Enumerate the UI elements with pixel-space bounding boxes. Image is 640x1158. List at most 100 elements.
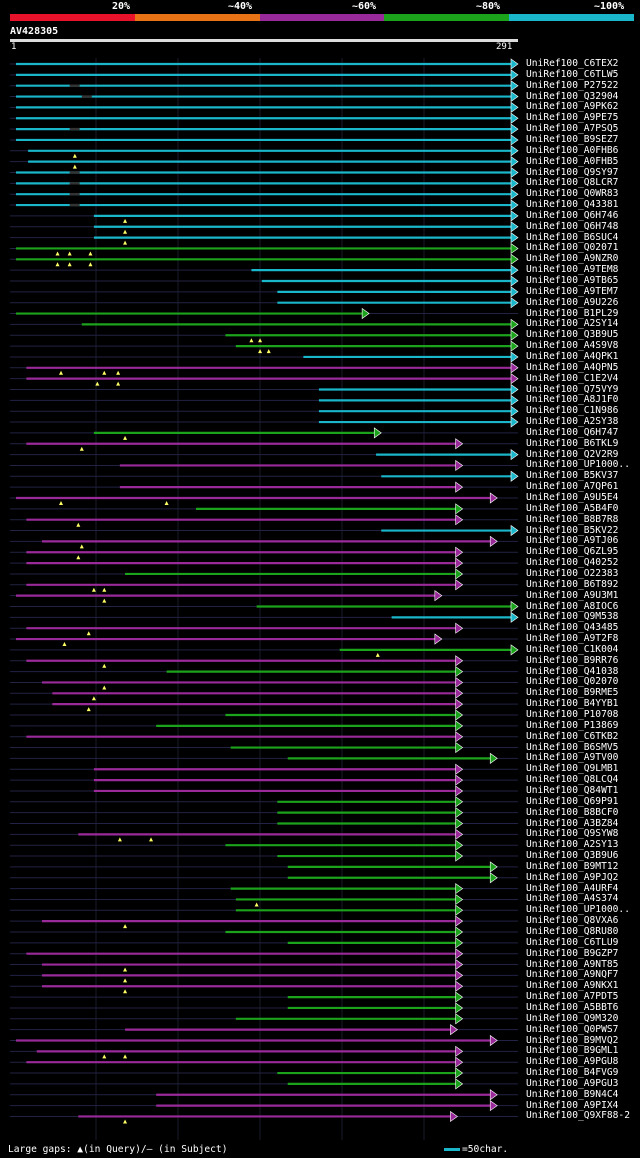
hit-label[interactable]: UniRef100_Q9M538 bbox=[526, 611, 619, 623]
hit-label[interactable]: UniRef100_A9NKX1 bbox=[526, 980, 619, 992]
hit-label[interactable]: UniRef100_Q6ZL95 bbox=[526, 546, 619, 558]
hit-label[interactable]: UniRef100_UP1000.. bbox=[526, 904, 630, 916]
hit-label[interactable]: UniRef100_A9PIX4 bbox=[526, 1099, 619, 1111]
hit-label[interactable]: UniRef100_A9NT85 bbox=[526, 958, 619, 970]
hit-label[interactable]: UniRef100_Q9LMB1 bbox=[526, 763, 619, 775]
hit-label[interactable]: UniRef100_A0FHB6 bbox=[526, 144, 619, 156]
hit-label[interactable]: UniRef100_Q43381 bbox=[526, 199, 619, 211]
hit-label[interactable]: UniRef100_C1N986 bbox=[526, 405, 619, 417]
hit-label[interactable]: UniRef100_C6TLU9 bbox=[526, 936, 619, 948]
hit-label[interactable]: UniRef100_A8IOC6 bbox=[526, 600, 619, 612]
hit-label[interactable]: UniRef100_A5BBT6 bbox=[526, 1001, 619, 1013]
hit-label[interactable]: UniRef100_Q0PWS7 bbox=[526, 1023, 619, 1035]
hit-label[interactable]: UniRef100_B9RR76 bbox=[526, 654, 619, 666]
hit-label[interactable]: UniRef100_B9SEZ7 bbox=[526, 133, 619, 145]
hit-label[interactable]: UniRef100_A3BZ84 bbox=[526, 817, 619, 829]
hit-label[interactable]: UniRef100_A9TEM7 bbox=[526, 285, 619, 297]
hit-label[interactable]: UniRef100_A9PGU8 bbox=[526, 1056, 619, 1068]
hit-label[interactable]: UniRef100_Q9M320 bbox=[526, 1012, 619, 1024]
hit-label[interactable]: UniRef100_Q3B9U5 bbox=[526, 329, 619, 341]
hit-label[interactable]: UniRef100_Q02071 bbox=[526, 242, 619, 254]
hit-label[interactable]: UniRef100_A9U226 bbox=[526, 296, 619, 308]
hit-label[interactable]: UniRef100_C1E2V4 bbox=[526, 372, 619, 384]
hit-label[interactable]: UniRef100_A4S9V8 bbox=[526, 340, 619, 352]
hit-label[interactable]: UniRef100_A9NQF7 bbox=[526, 969, 619, 981]
hit-label[interactable]: UniRef100_B9GML1 bbox=[526, 1045, 619, 1057]
hit-label[interactable]: UniRef100_C6TKB2 bbox=[526, 730, 619, 742]
hit-label[interactable]: UniRef100_Q8LCQ4 bbox=[526, 774, 619, 786]
hit-label[interactable]: UniRef100_B9MVQ2 bbox=[526, 1034, 619, 1046]
hit-label[interactable]: UniRef100_A9TEM8 bbox=[526, 264, 619, 276]
query-gap-triangle bbox=[91, 696, 96, 701]
hit-label[interactable]: UniRef100_Q9XF88-2 bbox=[526, 1110, 630, 1122]
hit-label[interactable]: UniRef100_A5B4F0 bbox=[526, 502, 619, 514]
hit-label[interactable]: UniRef100_A4S374 bbox=[526, 893, 619, 905]
hit-label[interactable]: UniRef100_B6T892 bbox=[526, 578, 619, 590]
hit-label[interactable]: UniRef100_A2SY13 bbox=[526, 839, 619, 851]
hit-label[interactable]: UniRef100_A4URF4 bbox=[526, 882, 619, 894]
hit-label[interactable]: UniRef100_Q9SY97 bbox=[526, 166, 619, 178]
hit-label[interactable]: UniRef100_A9U5E4 bbox=[526, 492, 619, 503]
hit-label[interactable]: UniRef100_B1PL29 bbox=[526, 307, 619, 319]
hit-label[interactable]: UniRef100_Q0WR83 bbox=[526, 188, 619, 200]
hit-label[interactable]: UniRef100_A7QP61 bbox=[526, 481, 619, 493]
hit-label[interactable]: UniRef100_Q32904 bbox=[526, 90, 619, 102]
hit-label[interactable]: UniRef100_B6SUC4 bbox=[526, 231, 619, 243]
hit-label[interactable]: UniRef100_A9NZR0 bbox=[526, 253, 619, 265]
hit-label[interactable]: UniRef100_Q3B9U6 bbox=[526, 850, 619, 862]
hit-label[interactable]: UniRef100_A9PGU3 bbox=[526, 1077, 619, 1089]
hit-label[interactable]: UniRef100_Q41038 bbox=[526, 665, 619, 677]
hit-label[interactable]: UniRef100_UP1000.. bbox=[526, 459, 630, 471]
hit-label[interactable]: UniRef100_A4QPK1 bbox=[526, 350, 619, 362]
hit-label[interactable]: UniRef100_Q75VY9 bbox=[526, 383, 619, 395]
hit-label[interactable]: UniRef100_Q69P91 bbox=[526, 795, 619, 807]
hit-label[interactable]: UniRef100_A0FHB5 bbox=[526, 155, 619, 167]
hit-label[interactable]: UniRef100_A9T2F8 bbox=[526, 633, 619, 645]
hit-label[interactable]: UniRef100_Q6H747 bbox=[526, 426, 619, 438]
hit-label[interactable]: UniRef100_Q8VXA6 bbox=[526, 915, 619, 927]
hit-label[interactable]: UniRef100_A8J1F0 bbox=[526, 394, 619, 406]
hit-label[interactable]: UniRef100_B6SMV5 bbox=[526, 741, 619, 753]
hit-label[interactable]: UniRef100_Q6H746 bbox=[526, 209, 619, 221]
hit-label[interactable]: UniRef100_B4YYB1 bbox=[526, 698, 619, 710]
hit-label[interactable]: UniRef100_C1K004 bbox=[526, 643, 619, 655]
hit-label[interactable]: UniRef100_B9RME5 bbox=[526, 687, 619, 699]
hit-label[interactable]: UniRef100_B4FVG9 bbox=[526, 1067, 619, 1079]
hit-label[interactable]: UniRef100_A4QPN5 bbox=[526, 361, 619, 373]
hit-label[interactable]: UniRef100_B9GZP7 bbox=[526, 947, 619, 959]
hit-label[interactable]: UniRef100_O22383 bbox=[526, 567, 619, 579]
hit-label[interactable]: UniRef100_Q02070 bbox=[526, 676, 619, 688]
hit-label[interactable]: UniRef100_C6TLW5 bbox=[526, 68, 619, 80]
hit-label[interactable]: UniRef100_A9TB65 bbox=[526, 275, 619, 286]
hit-label[interactable]: UniRef100_B6TKL9 bbox=[526, 437, 619, 449]
hit-label[interactable]: UniRef100_B9N4C4 bbox=[526, 1088, 619, 1100]
hit-label[interactable]: UniRef100_Q8LCR7 bbox=[526, 177, 619, 189]
hit-label[interactable]: UniRef100_A9PE75 bbox=[526, 112, 619, 124]
hit-label[interactable]: UniRef100_P10708 bbox=[526, 709, 619, 720]
hit-label[interactable]: UniRef100_P13869 bbox=[526, 719, 619, 731]
hit-label[interactable]: UniRef100_A9PJQ2 bbox=[526, 871, 619, 883]
hit-label[interactable]: UniRef100_B9MT12 bbox=[526, 860, 619, 872]
hit-label[interactable]: UniRef100_B5KV37 bbox=[526, 470, 619, 482]
hit-label[interactable]: UniRef100_A2SY14 bbox=[526, 318, 619, 330]
hit-label[interactable]: UniRef100_Q40252 bbox=[526, 557, 619, 569]
hit-label[interactable]: UniRef100_Q2V2R9 bbox=[526, 448, 619, 460]
hit-label[interactable]: UniRef100_A9TJ06 bbox=[526, 535, 619, 547]
hit-label[interactable]: UniRef100_A2SY38 bbox=[526, 416, 619, 428]
hit-label[interactable]: UniRef100_Q9SYW8 bbox=[526, 828, 619, 840]
hit-label[interactable]: UniRef100_B5KV22 bbox=[526, 524, 619, 536]
hit-label[interactable]: UniRef100_B8BCF0 bbox=[526, 806, 619, 818]
hit-label[interactable]: UniRef100_Q43485 bbox=[526, 622, 619, 634]
hit-label[interactable]: UniRef100_A7PDT5 bbox=[526, 991, 619, 1003]
hit-label[interactable]: UniRef100_B8B7R8 bbox=[526, 513, 619, 525]
hit-label[interactable]: UniRef100_A9U3M1 bbox=[526, 589, 619, 601]
hit-label[interactable]: UniRef100_A7PSQ5 bbox=[526, 123, 619, 135]
hit-label[interactable]: UniRef100_A9TV00 bbox=[526, 752, 619, 764]
hit-label[interactable]: UniRef100_Q8RU80 bbox=[526, 926, 619, 937]
hit-label[interactable]: UniRef100_Q6H748 bbox=[526, 220, 619, 232]
hit-label[interactable]: UniRef100_A9PK62 bbox=[526, 101, 619, 113]
hit-label[interactable]: UniRef100_Q84WT1 bbox=[526, 784, 619, 796]
query-gap-triangle bbox=[59, 501, 64, 505]
hit-label[interactable]: UniRef100_P27522 bbox=[526, 79, 619, 91]
hit-label[interactable]: UniRef100_C6TEX2 bbox=[526, 58, 619, 69]
